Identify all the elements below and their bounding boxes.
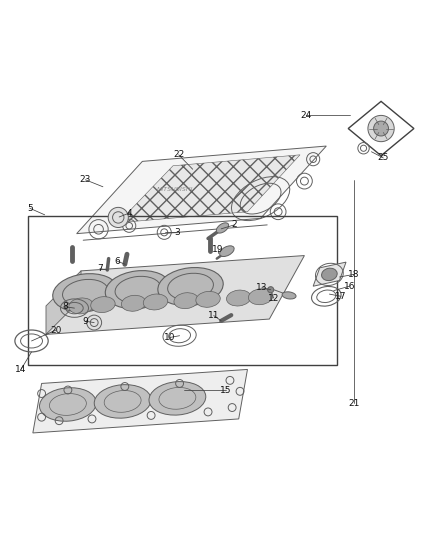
Ellipse shape <box>94 385 151 418</box>
Ellipse shape <box>91 297 115 312</box>
Text: MITSUBISHI: MITSUBISHI <box>157 188 194 192</box>
Text: 25: 25 <box>378 154 389 163</box>
Text: 24: 24 <box>300 111 311 120</box>
Text: 17: 17 <box>335 292 346 301</box>
Text: 4: 4 <box>127 208 132 217</box>
Text: 15: 15 <box>220 385 231 394</box>
Ellipse shape <box>121 295 146 311</box>
Ellipse shape <box>282 292 296 299</box>
Ellipse shape <box>321 268 337 280</box>
Text: 16: 16 <box>344 282 355 290</box>
Ellipse shape <box>196 292 220 308</box>
Ellipse shape <box>149 382 206 415</box>
Ellipse shape <box>219 246 234 256</box>
Circle shape <box>108 207 128 228</box>
Polygon shape <box>46 271 81 334</box>
Text: 11: 11 <box>208 311 219 320</box>
Text: 21: 21 <box>348 399 360 408</box>
Polygon shape <box>313 262 346 286</box>
Ellipse shape <box>226 290 251 306</box>
Ellipse shape <box>105 271 171 309</box>
Text: 14: 14 <box>15 365 27 374</box>
Text: 6: 6 <box>114 257 120 266</box>
Text: 20: 20 <box>50 326 62 335</box>
Text: 23: 23 <box>80 175 91 184</box>
Circle shape <box>268 287 274 293</box>
Ellipse shape <box>174 293 198 309</box>
Text: 13: 13 <box>256 283 268 292</box>
Text: 22: 22 <box>173 150 184 159</box>
Text: 19: 19 <box>212 245 224 254</box>
Ellipse shape <box>143 294 168 310</box>
Ellipse shape <box>53 273 118 312</box>
Text: 10: 10 <box>164 333 176 342</box>
Text: 2: 2 <box>232 220 237 229</box>
Text: 12: 12 <box>268 294 279 303</box>
Circle shape <box>368 115 394 142</box>
Ellipse shape <box>216 223 229 233</box>
Ellipse shape <box>158 268 223 306</box>
Text: 18: 18 <box>348 270 360 279</box>
Polygon shape <box>118 155 300 223</box>
Text: 7: 7 <box>97 264 103 273</box>
Text: 5: 5 <box>27 204 33 213</box>
Ellipse shape <box>69 298 93 314</box>
Text: 9: 9 <box>82 317 88 326</box>
Bar <box>28 216 337 365</box>
Text: 3: 3 <box>174 228 180 237</box>
Polygon shape <box>46 255 304 334</box>
Polygon shape <box>33 369 247 433</box>
Ellipse shape <box>248 289 273 305</box>
Polygon shape <box>348 101 414 156</box>
Text: 8: 8 <box>62 302 68 311</box>
Ellipse shape <box>39 387 96 421</box>
Polygon shape <box>77 146 326 233</box>
Circle shape <box>374 121 389 136</box>
